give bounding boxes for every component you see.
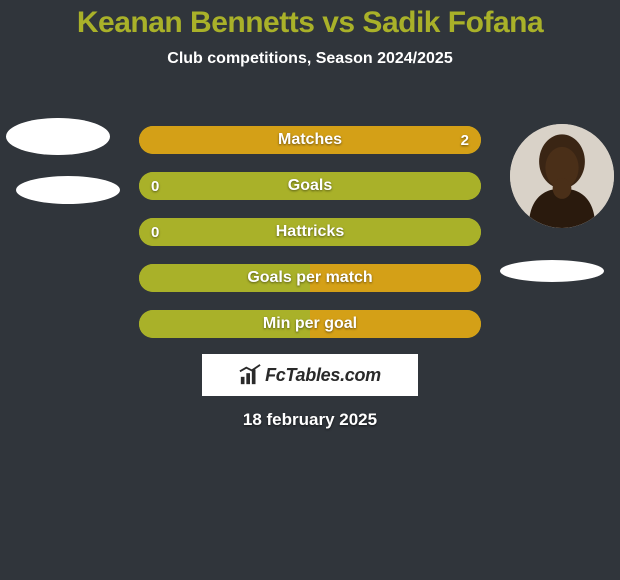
stat-value-left: 0 <box>151 172 159 200</box>
bar-chart-icon <box>239 364 261 386</box>
brand-link[interactable]: FcTables.com <box>202 354 418 396</box>
stat-row: Goals per match <box>139 264 481 292</box>
player-right-flag <box>500 260 604 282</box>
stats-container: Matches2Goals0Hattricks0Goals per matchM… <box>139 126 481 356</box>
stat-row: Min per goal <box>139 310 481 338</box>
stat-label: Min per goal <box>139 310 481 338</box>
player-left-avatar <box>6 118 110 155</box>
brand-text: FcTables.com <box>265 365 381 386</box>
comparison-subtitle: Club competitions, Season 2024/2025 <box>0 50 620 68</box>
stat-label: Matches <box>139 126 481 154</box>
player-right-avatar <box>510 124 614 228</box>
generated-date: 18 february 2025 <box>0 410 620 430</box>
stat-row: Goals0 <box>139 172 481 200</box>
stat-label: Goals per match <box>139 264 481 292</box>
player-left-flag <box>16 176 120 204</box>
stat-row: Matches2 <box>139 126 481 154</box>
stat-label: Goals <box>139 172 481 200</box>
comparison-title: Keanan Bennetts vs Sadik Fofana <box>0 0 620 40</box>
stat-value-right: 2 <box>461 126 469 154</box>
stat-label: Hattricks <box>139 218 481 246</box>
person-icon <box>510 124 614 228</box>
stat-value-left: 0 <box>151 218 159 246</box>
stat-row: Hattricks0 <box>139 218 481 246</box>
